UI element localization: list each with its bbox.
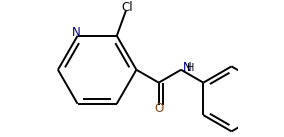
Text: Cl: Cl [121, 1, 133, 14]
Text: N: N [183, 61, 192, 74]
Text: O: O [154, 102, 163, 115]
Text: H: H [187, 62, 194, 72]
Text: N: N [72, 26, 81, 39]
